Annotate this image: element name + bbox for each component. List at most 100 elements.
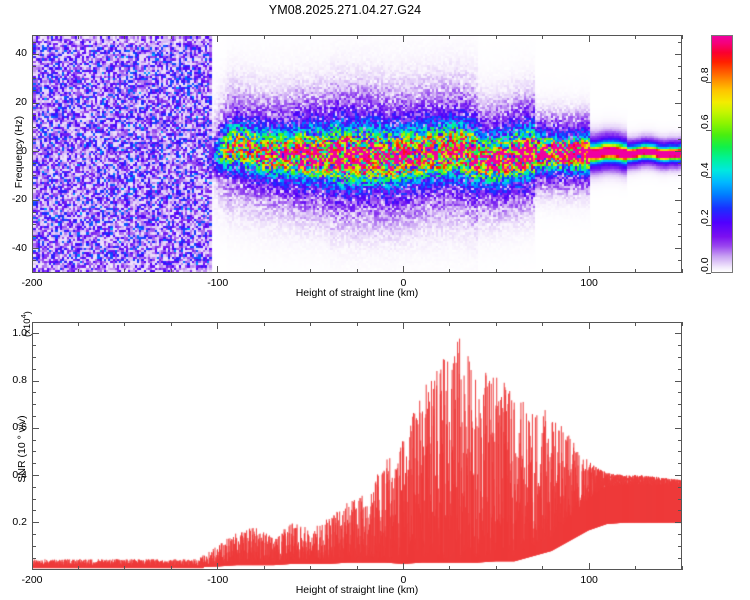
snr-ytick-major-right	[675, 333, 682, 335]
spectrogram-ytick-minor	[32, 211, 36, 213]
colorbar-tick	[706, 177, 711, 179]
spectrogram-ytick-minor-right	[678, 41, 682, 43]
spectrogram-ytick-major	[32, 151, 39, 153]
spectrogram-xtick-minor-top	[635, 35, 637, 39]
snr-ytick-minor-right	[678, 368, 682, 370]
snr-ymultiplier-exponent: 4	[18, 314, 28, 319]
snr-xtick-label: -200	[21, 574, 43, 586]
spectrogram-xtick-minor	[495, 269, 497, 273]
spectrogram-ytick-minor-right	[678, 175, 682, 177]
snr-ytick-minor	[32, 534, 36, 536]
snr-xtick-minor-top	[77, 322, 79, 326]
snr-xtick-minor-top	[356, 322, 358, 326]
snr-ytick-label: 1.0	[12, 326, 27, 339]
snr-xtick-minor	[263, 566, 265, 570]
spectrogram-xtick-major	[588, 266, 590, 273]
snr-ytick-minor-right	[678, 486, 682, 488]
spectrogram-xtick-minor	[449, 269, 451, 273]
snr-ytick-minor-right	[678, 404, 682, 406]
snr-ytick-major	[32, 522, 39, 524]
snr-trace-plot	[33, 323, 681, 569]
spectrogram-ytick-label: -20	[11, 193, 27, 206]
snr-ytick-minor	[32, 463, 36, 465]
spectrogram-xtick-major-top	[217, 35, 219, 42]
snr-xtick-minor-top	[449, 322, 451, 326]
spectrogram-ytick-minor-right	[678, 187, 682, 189]
spectrogram-ytick-major-right	[675, 102, 682, 104]
snr-ytick-minor	[32, 510, 36, 512]
snr-ytick-major	[32, 475, 39, 477]
snr-ytick-minor	[32, 451, 36, 453]
snr-xtick-label: -100	[207, 574, 229, 586]
spectrogram-ytick-major-right	[675, 199, 682, 201]
snr-ylabel: SNR (10 ° v/v)	[16, 389, 28, 509]
spectrogram-xtick-major-top	[588, 35, 590, 42]
snr-ytick-major	[32, 380, 39, 382]
spectrogram-xtick-minor	[310, 269, 312, 273]
spectrogram-ytick-label: -40	[11, 241, 27, 254]
snr-ytick-minor	[32, 557, 36, 559]
spectrogram-xtick-minor-top	[124, 35, 126, 39]
snr-ytick-minor	[32, 368, 36, 370]
colorbar-gradient	[712, 36, 732, 272]
snr-ytick-label: 0.2	[12, 515, 27, 528]
snr-ytick-minor-right	[678, 534, 682, 536]
spectrogram-xtick-minor-top	[449, 35, 451, 39]
spectrogram-xtick-minor	[681, 269, 683, 273]
snr-ytick-major	[32, 333, 39, 335]
snr-ytick-minor-right	[678, 510, 682, 512]
snr-xtick-label: 0	[400, 574, 407, 586]
spectrogram-ytick-minor	[32, 175, 36, 177]
snr-xtick-minor	[495, 566, 497, 570]
spectrogram-xtick-minor-top	[356, 35, 358, 39]
spectrogram-xtick-minor-top	[310, 35, 312, 39]
snr-ytick-minor	[32, 404, 36, 406]
snr-xtick-minor-top	[542, 322, 544, 326]
spectrogram-xtick-minor	[263, 269, 265, 273]
spectrogram-xtick-minor-top	[681, 35, 683, 39]
snr-ytick-minor	[32, 498, 36, 500]
snr-xlabel: Height of straight line (km)	[295, 584, 419, 596]
spectrogram-image	[33, 36, 681, 272]
spectrogram-ytick-major	[32, 102, 39, 104]
spectrogram-frame	[32, 35, 682, 273]
spectrogram-ytick-minor	[32, 90, 36, 92]
snr-ytick-label: 0.4	[12, 468, 27, 481]
snr-ytick-minor	[32, 415, 36, 417]
spectrogram-xtick-minor	[124, 269, 126, 273]
snr-xtick-minor-top	[495, 322, 497, 326]
spectrogram-ytick-major	[32, 53, 39, 56]
colorbar-tick	[706, 129, 711, 131]
spectrogram-xtick-minor-top	[170, 35, 172, 39]
snr-ytick-label: 0.8	[12, 374, 27, 387]
snr-xtick-major-top	[402, 322, 405, 329]
spectrogram-ytick-minor-right	[678, 114, 682, 116]
colorbar-tick	[706, 224, 711, 227]
snr-xtick-major	[588, 563, 590, 570]
spectrogram-xtick-minor-top	[495, 35, 497, 39]
snr-xtick-label: 100	[580, 574, 598, 586]
spectrogram-xtick-minor-top	[263, 35, 265, 39]
spectrogram-ytick-major-right	[675, 248, 682, 250]
spectrogram-ytick-major-right	[675, 53, 682, 56]
spectrogram-ytick-minor-right	[678, 211, 682, 213]
colorbar-tick	[706, 82, 711, 84]
spectrogram-xtick-minor-top	[77, 35, 79, 39]
snr-ytick-minor	[32, 356, 36, 358]
spectrogram-ytick-minor	[32, 236, 36, 238]
snr-xtick-major	[217, 563, 219, 570]
snr-xtick-minor	[681, 566, 683, 570]
snr-ytick-minor-right	[678, 415, 682, 417]
snr-xtick-minor-top	[635, 322, 637, 326]
spectrogram-ytick-major	[32, 199, 39, 201]
snr-xtick-minor-top	[124, 322, 126, 326]
snr-xtick-minor-top	[170, 322, 172, 326]
spectrogram-xtick-major-top	[402, 35, 405, 42]
spectrogram-ytick-minor	[32, 78, 36, 80]
snr-ytick-minor	[32, 392, 36, 394]
spectrogram-ytick-minor	[32, 138, 36, 140]
figure-title: YM08.2025.271.04.27.G24	[268, 3, 422, 17]
snr-ytick-minor-right	[678, 439, 682, 441]
snr-ytick-minor-right	[678, 345, 682, 347]
spectrogram-ytick-minor-right	[678, 66, 682, 68]
